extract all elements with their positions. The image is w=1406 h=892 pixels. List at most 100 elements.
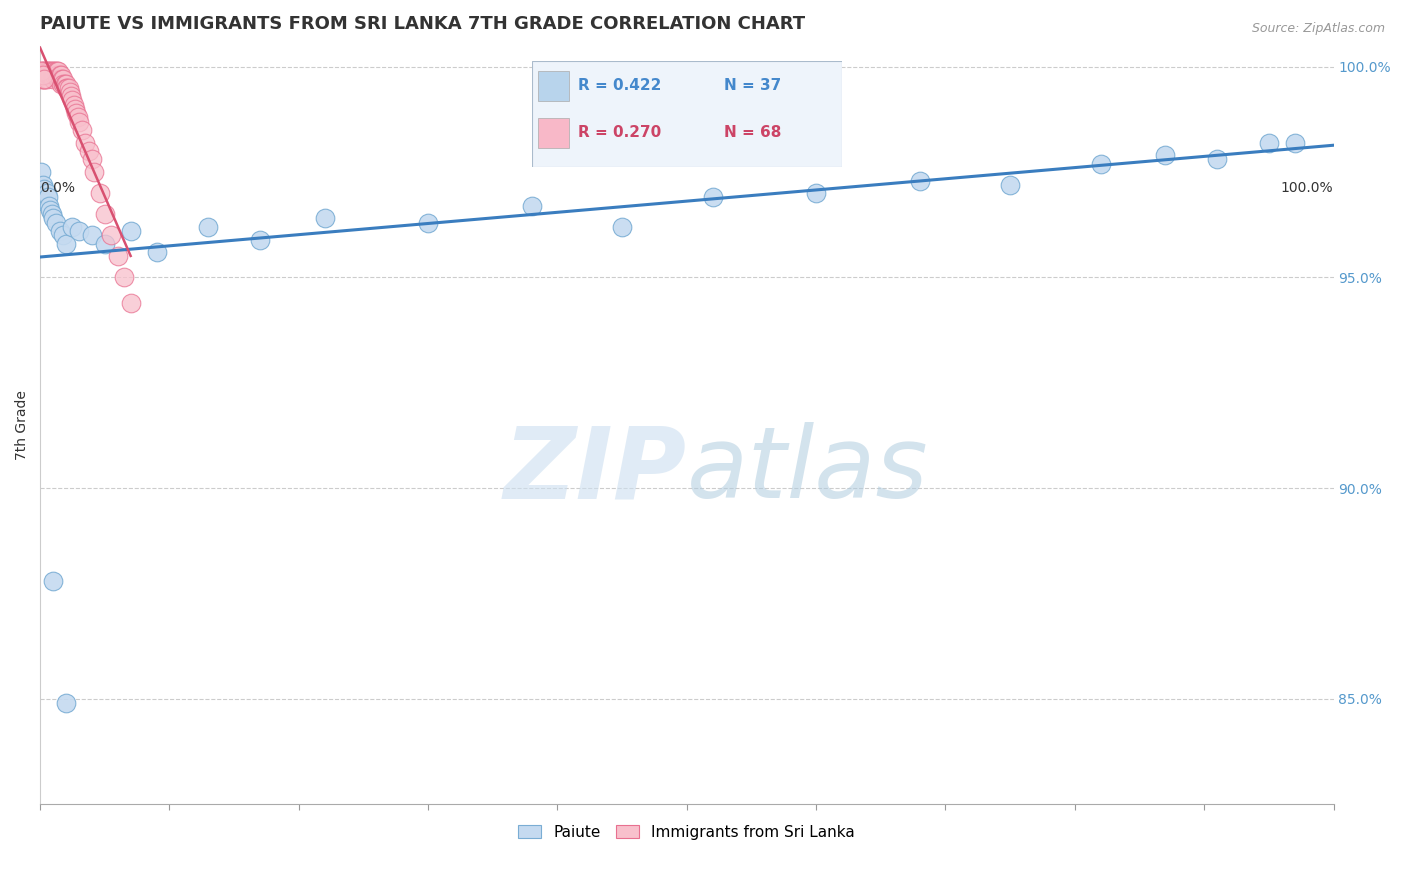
Point [30, 72, 52, 87]
Point [45, 68, 67, 82]
Point [39, 202, 62, 217]
Point [31, 68, 53, 82]
Point [45, 64, 67, 78]
Point [1206, 153, 1229, 167]
Point [38, 199, 60, 213]
Point [1154, 148, 1177, 162]
Point [249, 233, 271, 247]
Point [31, 178, 53, 192]
Point [38, 68, 60, 82]
Point [48, 68, 70, 82]
Point [120, 224, 142, 238]
Point [30, 68, 52, 82]
Point [610, 219, 633, 234]
Point [31, 72, 53, 87]
Point [908, 173, 931, 187]
Point [63, 102, 86, 116]
Point [46, 64, 69, 78]
Point [46, 72, 69, 87]
Point [42, 574, 65, 588]
Point [52, 228, 75, 243]
Point [197, 219, 219, 234]
Point [67, 224, 90, 238]
Point [89, 186, 111, 201]
Point [112, 270, 135, 285]
Point [55, 77, 77, 91]
Legend: Paiute, Immigrants from Sri Lanka: Paiute, Immigrants from Sri Lanka [512, 819, 862, 846]
Point [55, 80, 77, 95]
Point [48, 224, 70, 238]
Point [31, 68, 53, 82]
Point [45, 68, 67, 82]
Point [32, 64, 55, 78]
Point [34, 194, 56, 209]
Point [38, 64, 60, 78]
Point [520, 199, 543, 213]
Point [30, 64, 52, 78]
Text: Source: ZipAtlas.com: Source: ZipAtlas.com [1251, 22, 1385, 36]
Point [62, 97, 84, 112]
Point [53, 77, 76, 91]
Point [1257, 136, 1279, 150]
Point [44, 64, 66, 78]
Point [70, 123, 93, 137]
Point [49, 77, 72, 91]
Text: ZIP: ZIP [503, 422, 686, 519]
Point [41, 68, 63, 82]
Point [34, 72, 56, 87]
Point [1090, 156, 1112, 170]
Point [100, 228, 122, 243]
Point [77, 144, 100, 158]
Point [51, 72, 73, 87]
Point [145, 245, 167, 260]
Point [314, 211, 336, 226]
Point [42, 72, 65, 87]
Point [52, 77, 75, 91]
Point [62, 94, 84, 108]
Point [37, 68, 59, 82]
Point [702, 190, 724, 204]
Point [34, 68, 56, 82]
Point [37, 190, 59, 204]
Point [55, 236, 77, 251]
Point [35, 64, 58, 78]
Point [998, 178, 1021, 192]
Point [45, 216, 67, 230]
Point [48, 72, 70, 87]
Point [32, 182, 55, 196]
Text: 0.0%: 0.0% [41, 181, 75, 194]
Point [32, 72, 55, 87]
Point [75, 136, 97, 150]
Point [804, 186, 827, 201]
Point [80, 228, 103, 243]
Point [59, 85, 82, 99]
Point [39, 68, 62, 82]
Point [65, 106, 87, 120]
Text: 100.0%: 100.0% [1281, 181, 1333, 194]
Point [49, 68, 72, 82]
Point [56, 80, 79, 95]
Point [30, 165, 52, 179]
Text: PAIUTE VS IMMIGRANTS FROM SRI LANKA 7TH GRADE CORRELATION CHART: PAIUTE VS IMMIGRANTS FROM SRI LANKA 7TH … [41, 15, 806, 33]
Point [52, 72, 75, 87]
Point [94, 207, 117, 221]
Point [42, 64, 65, 78]
Point [107, 249, 129, 263]
Point [32, 68, 55, 82]
Point [80, 153, 103, 167]
Point [60, 89, 83, 103]
Point [41, 207, 63, 221]
Point [31, 64, 53, 78]
Point [44, 68, 66, 82]
Point [55, 696, 77, 710]
Point [1284, 136, 1306, 150]
Point [94, 236, 117, 251]
Point [35, 68, 58, 82]
Point [37, 64, 59, 78]
Point [42, 211, 65, 226]
Point [30, 64, 52, 78]
Point [83, 165, 105, 179]
Point [58, 80, 80, 95]
Point [120, 295, 142, 310]
Point [418, 216, 440, 230]
